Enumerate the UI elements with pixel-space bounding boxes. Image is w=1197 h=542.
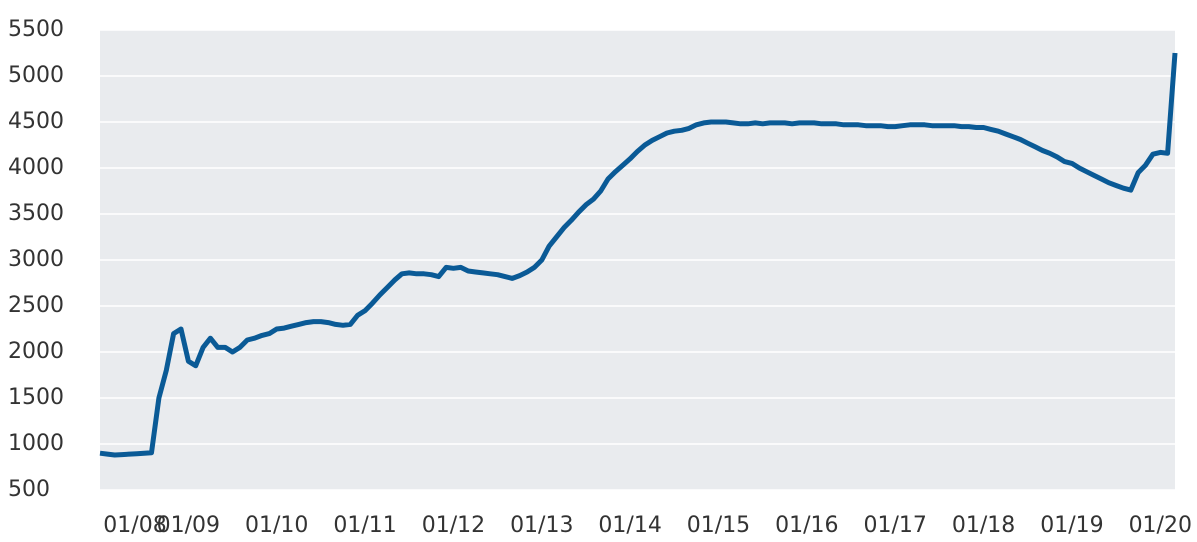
x-tick-label: 01/11: [333, 513, 396, 538]
y-tick-label: 3500: [8, 201, 64, 226]
y-tick-label: 5000: [8, 63, 64, 88]
y-tick-label: 500: [8, 477, 50, 502]
x-tick-label: 01/16: [775, 513, 838, 538]
x-tick-label: 01/20: [1129, 513, 1192, 538]
x-tick-label: 01/09: [157, 513, 220, 538]
x-tick-label: 01/15: [687, 513, 750, 538]
y-tick-label: 1000: [8, 431, 64, 456]
y-tick-label: 4000: [8, 155, 64, 180]
y-tick-label: 5500: [8, 17, 64, 42]
x-tick-label: 01/10: [245, 513, 308, 538]
y-tick-label: 2500: [8, 293, 64, 318]
data-line: [99, 52, 1178, 458]
x-tick-label: 01/19: [1040, 513, 1103, 538]
x-tick-label: 01/14: [598, 513, 661, 538]
y-tick-label: 1500: [8, 385, 64, 410]
y-tick-label: 3000: [8, 247, 64, 272]
x-tick-label: 01/13: [510, 513, 573, 538]
y-tick-label: 4500: [8, 109, 64, 134]
x-tick-label: 01/12: [422, 513, 485, 538]
x-tick-label: 01/08: [103, 513, 166, 538]
x-tick-label: 01/18: [952, 513, 1015, 538]
x-tick-label: 01/17: [864, 513, 927, 538]
y-tick-label: 2000: [8, 339, 64, 364]
